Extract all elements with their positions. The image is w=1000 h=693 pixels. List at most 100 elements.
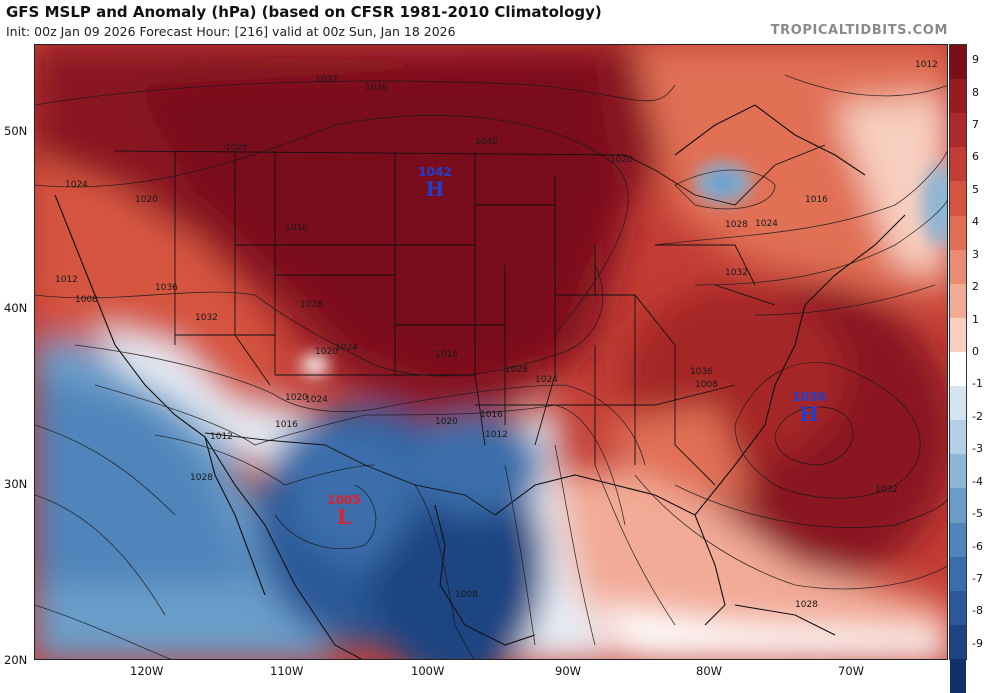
high-center-1030: 1030 H bbox=[789, 390, 829, 424]
isobar-label: 1008 bbox=[455, 590, 478, 600]
isobar-label: 1020 bbox=[285, 393, 308, 403]
colorbar-tick-label: 2 bbox=[972, 280, 979, 294]
coastlines bbox=[54, 104, 906, 659]
colorbar-segment bbox=[950, 420, 966, 455]
colorbar-segment bbox=[950, 249, 966, 284]
colorbar-segment bbox=[950, 181, 966, 216]
colorbar-tick-label: 7 bbox=[972, 118, 979, 132]
high-pressure-value: 1042 bbox=[418, 165, 452, 179]
colorbar-segment bbox=[950, 215, 966, 250]
isobar-label: 1012 bbox=[210, 432, 233, 442]
isobars bbox=[35, 74, 947, 659]
lon-label-120w: 120W bbox=[130, 664, 164, 678]
colorbar-tick-label: 5 bbox=[972, 182, 979, 196]
map-canvas bbox=[35, 45, 947, 659]
colorbar-segment bbox=[950, 488, 966, 523]
isobar-label: 1032 bbox=[195, 313, 218, 323]
colorbar-segment bbox=[950, 147, 966, 182]
isobar-label: 1024 bbox=[305, 395, 328, 405]
isobar-label: 1012 bbox=[915, 60, 938, 70]
isobar-label: 1032 bbox=[725, 268, 748, 278]
colorbar-segment bbox=[950, 386, 966, 421]
lon-label-90w: 90W bbox=[555, 664, 582, 678]
lon-label-100w: 100W bbox=[411, 664, 445, 678]
isobar-label: 1040 bbox=[475, 137, 498, 147]
isobar-label: 1028 bbox=[795, 600, 818, 610]
map-title: GFS MSLP and Anomaly (hPa) (based on CFS… bbox=[6, 3, 602, 21]
political-borders bbox=[114, 144, 826, 516]
colorbar-tick-label: -9 bbox=[972, 636, 983, 650]
colorbar-tick-label: 3 bbox=[972, 247, 979, 261]
isobar-label: 1008 bbox=[695, 380, 718, 390]
isobar-label: 1028 bbox=[225, 143, 248, 153]
colorbar-tick-label: 1 bbox=[972, 312, 979, 326]
colorbar-segment bbox=[950, 624, 966, 659]
low-pressure-symbol: L bbox=[336, 505, 352, 529]
isobar-label: 1028 bbox=[725, 220, 748, 230]
isobar-label: 1024 bbox=[65, 180, 88, 190]
colorbar-tick-label: -4 bbox=[972, 474, 983, 488]
isobar-label: 1024 bbox=[755, 219, 778, 229]
isobar-label: 1016 bbox=[285, 223, 308, 233]
isobar-label: 1036 bbox=[365, 83, 388, 93]
high-pressure-symbol: H bbox=[799, 402, 819, 426]
lat-label-30n: 30N bbox=[4, 477, 28, 491]
colorbar-tick-label: 6 bbox=[972, 150, 979, 164]
colorbar-segment bbox=[950, 113, 966, 148]
isobar-label: 1016 bbox=[480, 410, 503, 420]
isobar-label: 1008 bbox=[75, 295, 98, 305]
isobar-label: 1020 bbox=[435, 417, 458, 427]
lon-label-80w: 80W bbox=[696, 664, 723, 678]
colorbar-segment bbox=[950, 79, 966, 114]
isobar-label: 1020 bbox=[135, 195, 158, 205]
lat-label-40n: 40N bbox=[4, 301, 28, 315]
colorbar-tick-label: -8 bbox=[972, 604, 983, 618]
isobar-label: 1032 bbox=[315, 75, 338, 85]
colorbar-tick-label: 0 bbox=[972, 345, 979, 358]
lat-label-50n: 50N bbox=[4, 124, 28, 138]
isobar-label: 1016 bbox=[805, 195, 828, 205]
colorbar-segment bbox=[950, 522, 966, 557]
lon-label-110w: 110W bbox=[270, 664, 304, 678]
brand-watermark[interactable]: TROPICALTIDBITS.COM bbox=[770, 23, 948, 38]
isobar-label: 1020 bbox=[610, 155, 633, 165]
colorbar-tick-label: -2 bbox=[972, 409, 983, 423]
high-pressure-symbol: H bbox=[425, 177, 445, 201]
high-center-1042: 1042 H bbox=[415, 165, 455, 199]
colorbar-segment bbox=[950, 590, 966, 625]
isobar-label: 1016 bbox=[275, 420, 298, 430]
isobar-label: 1012 bbox=[55, 275, 78, 285]
high-pressure-value: 1030 bbox=[792, 390, 826, 404]
isobar-label: 1036 bbox=[155, 283, 178, 293]
colorbar-segment bbox=[950, 351, 966, 387]
colorbar-segment bbox=[950, 658, 966, 693]
low-center-1005: 1005 L bbox=[324, 493, 364, 527]
colorbar-tick-label: 8 bbox=[972, 85, 979, 99]
colorbar-tick-label: 4 bbox=[972, 215, 979, 229]
isobar-label: 1032 bbox=[875, 485, 898, 495]
lon-label-70w: 70W bbox=[838, 664, 865, 678]
colorbar-tick-label: -1 bbox=[972, 377, 983, 391]
colorbar-segment bbox=[950, 556, 966, 591]
colorbar-tick-label: -6 bbox=[972, 539, 983, 553]
colorbar-tick-label: -5 bbox=[972, 507, 983, 521]
isobar-label: 1028 bbox=[505, 365, 528, 375]
isobar-label: 1024 bbox=[535, 375, 558, 385]
isobar-label: 1024 bbox=[335, 343, 358, 353]
low-pressure-value: 1005 bbox=[327, 493, 361, 507]
isobar-label: 1016 bbox=[435, 350, 458, 360]
weather-map: 1032 1036 1040 1028 1024 1020 1016 1012 1008 1036… bbox=[34, 44, 948, 660]
colorbar-segment bbox=[950, 454, 966, 489]
isobar-label: 1028 bbox=[190, 473, 213, 483]
colorbar-segment bbox=[950, 317, 966, 352]
anomaly-field bbox=[35, 45, 947, 659]
colorbar-tick-label: -7 bbox=[972, 571, 983, 585]
colorbar-segment bbox=[950, 45, 966, 80]
colorbar-tick-label: 9 bbox=[972, 53, 979, 67]
lat-label-20n: 20N bbox=[4, 653, 28, 667]
isobar-label: 1028 bbox=[300, 300, 323, 310]
map-subtitle: Init: 00z Jan 09 2026 Forecast Hour: [21… bbox=[6, 24, 456, 39]
colorbar-segment bbox=[950, 283, 966, 318]
isobar-label: 1036 bbox=[690, 367, 713, 377]
isobar-label: 1020 bbox=[315, 347, 338, 357]
